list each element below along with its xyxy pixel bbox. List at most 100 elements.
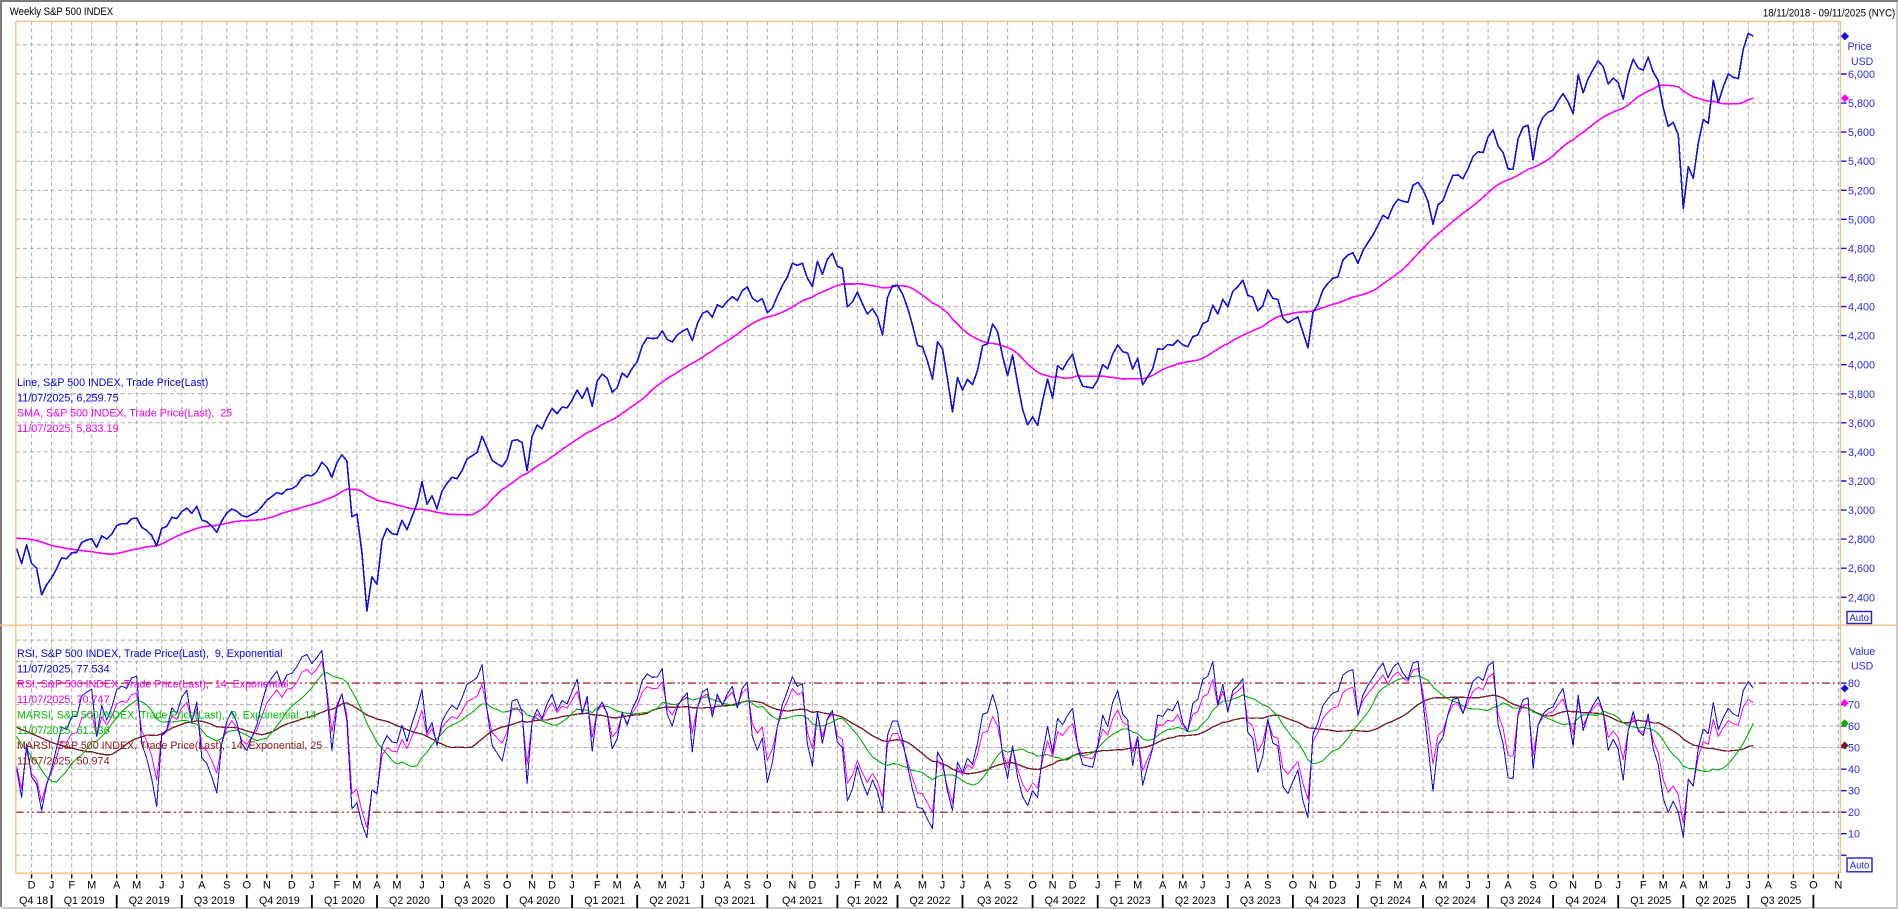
svg-text:M: M — [1438, 880, 1447, 892]
svg-text:A: A — [894, 880, 902, 892]
svg-text:J: J — [680, 880, 686, 892]
svg-text:J: J — [940, 880, 946, 892]
svg-text:J: J — [49, 880, 55, 892]
svg-text:A: A — [1680, 880, 1688, 892]
svg-text:N: N — [528, 880, 536, 892]
svg-text:A: A — [1159, 880, 1167, 892]
svg-text:Q2 2021: Q2 2021 — [649, 895, 690, 907]
svg-text:3,400: 3,400 — [1848, 447, 1875, 459]
svg-text:J: J — [1225, 880, 1231, 892]
svg-text:M: M — [1178, 880, 1187, 892]
svg-text:A: A — [373, 880, 381, 892]
svg-text:40: 40 — [1848, 764, 1860, 776]
svg-text:S: S — [1264, 880, 1271, 892]
svg-text:J: J — [1465, 880, 1471, 892]
svg-text:J: J — [1615, 880, 1621, 892]
svg-text:J: J — [1485, 880, 1491, 892]
svg-text:18/11/2018 - 09/11/2025 (NYC): 18/11/2018 - 09/11/2025 (NYC) — [1763, 7, 1895, 19]
svg-text:F: F — [854, 880, 861, 892]
svg-text:4,600: 4,600 — [1848, 273, 1875, 285]
svg-text:5,000: 5,000 — [1848, 214, 1875, 226]
svg-text:3,600: 3,600 — [1848, 418, 1875, 430]
svg-text:O: O — [1028, 880, 1037, 892]
svg-text:A: A — [113, 880, 121, 892]
svg-text:N: N — [788, 880, 796, 892]
svg-text:J: J — [1095, 880, 1101, 892]
svg-text:4,800: 4,800 — [1848, 243, 1875, 255]
svg-text:D: D — [1069, 880, 1077, 892]
svg-text:A: A — [1244, 880, 1252, 892]
svg-text:S: S — [223, 880, 230, 892]
svg-text:D: D — [1594, 880, 1602, 892]
svg-text:J: J — [179, 880, 185, 892]
svg-text:F: F — [68, 880, 75, 892]
svg-text:J: J — [309, 880, 315, 892]
svg-text:A: A — [1419, 880, 1427, 892]
svg-text:RSI, S&P 500 INDEX, Trade Pric: RSI, S&P 500 INDEX, Trade Price(Last), 9… — [17, 648, 283, 660]
svg-text:Q4 2021: Q4 2021 — [782, 895, 823, 907]
svg-text:Q4 2022: Q4 2022 — [1045, 895, 1086, 907]
svg-text:2,800: 2,800 — [1848, 534, 1875, 546]
svg-text:A: A — [463, 880, 471, 892]
svg-text:5,200: 5,200 — [1848, 185, 1875, 197]
svg-text:Line, S&P 500 INDEX, Trade Pri: Line, S&P 500 INDEX, Trade Price(Last) — [17, 377, 208, 389]
svg-text:Price: Price — [1848, 41, 1872, 53]
svg-text:J: J — [960, 880, 966, 892]
svg-text:M: M — [613, 880, 622, 892]
svg-text:O: O — [1809, 880, 1818, 892]
svg-text:D: D — [808, 880, 816, 892]
svg-text:Q3 2019: Q3 2019 — [194, 895, 235, 907]
svg-text:F: F — [1114, 880, 1121, 892]
svg-text:N: N — [1309, 880, 1317, 892]
svg-text:Q1 2019: Q1 2019 — [64, 895, 105, 907]
svg-text:A: A — [1504, 880, 1512, 892]
svg-text:S: S — [1790, 880, 1797, 892]
svg-text:O: O — [1289, 880, 1298, 892]
svg-text:Q4 2024: Q4 2024 — [1565, 895, 1606, 907]
svg-text:Q3 2020: Q3 2020 — [454, 895, 495, 907]
svg-text:D: D — [288, 880, 296, 892]
svg-text:USD: USD — [1851, 661, 1873, 673]
svg-text:USD: USD — [1851, 56, 1873, 68]
svg-text:5,400: 5,400 — [1848, 156, 1875, 168]
svg-text:O: O — [763, 880, 772, 892]
svg-text:Q3 2025: Q3 2025 — [1760, 895, 1801, 907]
svg-text:3,800: 3,800 — [1848, 389, 1875, 401]
svg-text:11/07/2025, 70.747: 11/07/2025, 70.747 — [17, 694, 110, 706]
svg-text:11/07/2025, 61.336: 11/07/2025, 61.336 — [17, 725, 110, 737]
svg-text:70: 70 — [1848, 700, 1860, 712]
svg-text:J: J — [700, 880, 706, 892]
svg-text:Q2 2020: Q2 2020 — [389, 895, 430, 907]
svg-text:D: D — [28, 880, 36, 892]
svg-text:Q1 2020: Q1 2020 — [324, 895, 365, 907]
svg-text:F: F — [594, 880, 601, 892]
svg-text:2,400: 2,400 — [1848, 592, 1875, 604]
svg-text:M: M — [1659, 880, 1668, 892]
svg-text:O: O — [503, 880, 512, 892]
svg-text:Q3 2021: Q3 2021 — [714, 895, 755, 907]
svg-text:J: J — [1355, 880, 1361, 892]
svg-text:5,800: 5,800 — [1848, 98, 1875, 110]
svg-text:Value: Value — [1849, 646, 1875, 658]
svg-text:Auto: Auto — [1850, 612, 1870, 624]
svg-text:F: F — [1640, 880, 1647, 892]
svg-text:4,200: 4,200 — [1848, 331, 1875, 343]
svg-text:Q4 2023: Q4 2023 — [1305, 895, 1346, 907]
svg-text:M: M — [1393, 880, 1402, 892]
svg-text:3,000: 3,000 — [1848, 505, 1875, 517]
svg-text:A: A — [984, 880, 992, 892]
svg-text:N: N — [1049, 880, 1057, 892]
svg-text:D: D — [1329, 880, 1337, 892]
svg-text:J: J — [1746, 880, 1752, 892]
svg-text:Q1 2025: Q1 2025 — [1630, 895, 1671, 907]
svg-text:Q2 2022: Q2 2022 — [910, 895, 951, 907]
svg-text:O: O — [243, 880, 252, 892]
svg-text:Q3 2022: Q3 2022 — [977, 895, 1018, 907]
svg-text:A: A — [1765, 880, 1773, 892]
svg-text:M: M — [352, 880, 361, 892]
svg-text:30: 30 — [1848, 786, 1860, 798]
svg-text:M: M — [87, 880, 96, 892]
svg-text:MARSI, S&P 500 INDEX, Trade Pr: MARSI, S&P 500 INDEX, Trade Price(Last),… — [17, 709, 316, 721]
svg-text:2,600: 2,600 — [1848, 563, 1875, 575]
svg-text:Weekly S&P 500 INDEX: Weekly S&P 500 INDEX — [10, 6, 114, 18]
